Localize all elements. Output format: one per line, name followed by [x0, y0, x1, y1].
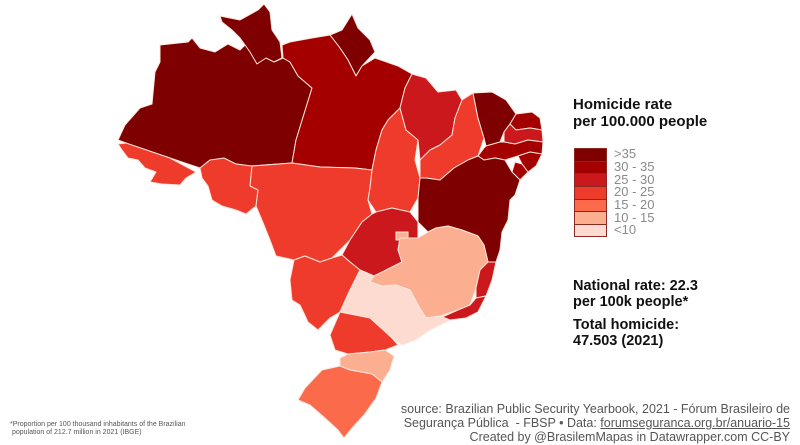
legend-item: 20 - 25 — [574, 184, 655, 200]
data-source-link[interactable]: forumseguranca.org.br/anuario-15 — [600, 416, 790, 430]
legend-label: 20 - 25 — [614, 184, 655, 200]
legend-title-line1: Homicide rate — [573, 96, 673, 113]
total-homicide-line2: 47.503 (2021) — [573, 333, 664, 349]
state-rondonia[interactable] — [199, 157, 259, 215]
source-line2-prefix: Segurança Pública - FBSP • Data: — [403, 416, 601, 430]
legend-label: 25 - 30 — [614, 171, 655, 187]
brazil-choropleth-map — [117, 3, 544, 439]
legend-swatch — [574, 148, 607, 161]
legend-label: 15 - 20 — [614, 197, 655, 213]
legend-label: <10 — [614, 222, 637, 238]
legend-swatch — [574, 160, 607, 174]
source-line1: source: Brazilian Public Security Yearbo… — [400, 402, 790, 416]
state-rio-grande-do-sul[interactable] — [297, 365, 383, 439]
total-homicide-line1: Total homicide: — [573, 317, 680, 333]
total-homicide: Total homicide: 47.503 (2021) — [573, 317, 679, 349]
legend-title-line2: per 100.000 people — [573, 113, 708, 130]
legend-swatch — [574, 186, 607, 199]
legend-item: 30 - 35 — [574, 159, 655, 175]
state-roraima[interactable] — [219, 3, 283, 65]
legend-title: Homicide rate per 100.000 people — [573, 96, 707, 130]
legend-item: 10 - 15 — [574, 209, 655, 225]
footnote-line2: population of 212.7 million in 2021 (IBG… — [12, 429, 142, 436]
legend-item: >35 — [574, 146, 654, 162]
legend-swatch — [574, 198, 607, 212]
legend-item: 15 - 20 — [574, 197, 655, 213]
source-line2: Segurança Pública - FBSP • Data: forumse… — [401, 416, 790, 430]
footnote-line1: *Proportion per 100 thousand inhabitants… — [10, 421, 186, 428]
legend-swatch — [574, 211, 607, 225]
footnote: *Proportion per 100 thousand inhabitants… — [10, 421, 186, 437]
legend-label: 30 - 35 — [614, 159, 655, 175]
legend-label: 10 - 15 — [614, 209, 655, 225]
national-rate: National rate: 22.3 per 100k people* — [573, 278, 698, 310]
legend-swatch — [574, 173, 607, 187]
source-credits: source: Brazilian Public Security Yearbo… — [401, 402, 790, 444]
national-rate-line1: National rate: 22.3 — [573, 278, 698, 294]
legend-label: >35 — [614, 146, 637, 162]
state-acre[interactable] — [117, 142, 197, 186]
source-line3: Created by @BrasilemMapas in Datawrapper… — [469, 430, 790, 444]
national-rate-line2: per 100k people* — [573, 294, 689, 310]
legend-item: 25 - 30 — [574, 171, 655, 187]
color-legend: >35 30 - 35 25 - 30 20 - 25 15 - 20 10 -… — [574, 146, 655, 238]
legend-item: <10 — [574, 222, 654, 238]
legend-swatch — [574, 224, 607, 237]
